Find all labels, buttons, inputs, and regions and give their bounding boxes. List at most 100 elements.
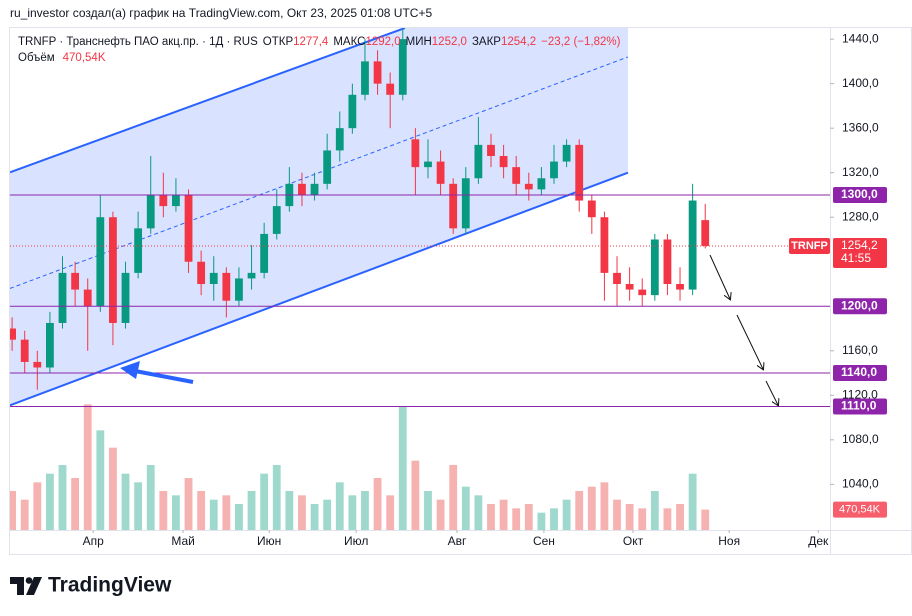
volume-badge <box>833 501 887 518</box>
volume-bar <box>474 495 483 530</box>
volume-bar <box>109 447 117 530</box>
arrow <box>709 254 730 299</box>
high-label: МАКС <box>333 36 365 48</box>
volume-badge-label: 470,54K <box>839 504 881 516</box>
candle-body <box>235 278 243 301</box>
volume-bar <box>361 491 369 530</box>
price-label: 1254,2 <box>841 238 878 252</box>
volume-bar <box>638 508 647 530</box>
volume-bar <box>159 491 168 530</box>
candle-body <box>587 200 596 218</box>
change: −23,2 (−1,82%) <box>541 36 620 48</box>
candle-body <box>83 289 92 307</box>
volume-bar <box>587 486 596 530</box>
y-tick-label: 1120,0 <box>842 387 878 401</box>
candle-body <box>184 194 193 262</box>
candle-body <box>411 139 420 168</box>
volume-bar <box>575 491 584 530</box>
legend-line: TRNFP · Транснефть ПАО акц.пр. · 1Д · RU… <box>18 36 621 48</box>
volume-legend: Объём 470,54K <box>18 52 106 64</box>
volume-bar <box>348 495 357 530</box>
level-badge <box>833 298 887 315</box>
volume-bar <box>613 499 621 530</box>
volume-bar <box>625 504 634 530</box>
caption: ru_investor создал(а) график на TradingV… <box>10 6 432 20</box>
x-tick-label: Сен <box>533 534 555 548</box>
volume-bar <box>537 512 546 530</box>
candle-body <box>58 272 67 323</box>
x-tick-label: Июл <box>344 534 368 548</box>
volume-bar <box>701 509 710 530</box>
volume-label: Объём <box>18 52 55 64</box>
brand: TradingView <box>48 574 172 597</box>
volume-bar <box>373 478 382 530</box>
candle-body <box>638 289 647 296</box>
volume-bar <box>524 504 533 530</box>
volume-bar <box>663 508 672 530</box>
x-tick-label: Апр <box>83 534 105 548</box>
volume-bar <box>424 491 432 530</box>
candle-body <box>398 39 407 95</box>
arrow <box>736 314 763 369</box>
axes: 1440,0 1400,0 1360,0 1320,0 1280,0 1160,0 1120… <box>10 31 887 548</box>
channel-fill <box>10 28 628 406</box>
volume-bar <box>33 482 42 530</box>
candle-body <box>701 220 710 246</box>
candle-body <box>512 167 521 184</box>
volume-bar <box>398 406 407 530</box>
candle-body <box>260 233 269 273</box>
volume-bar <box>411 460 420 530</box>
channel-upper <box>10 28 406 174</box>
candle-body <box>436 161 445 184</box>
y-tick-label: 1080,0 <box>842 432 879 446</box>
candle-body <box>625 284 634 290</box>
x-tick-label: Май <box>171 534 195 548</box>
blue-arrow <box>120 361 194 384</box>
volume-bar <box>323 499 332 530</box>
countdown: 41:55 <box>841 251 871 265</box>
candle-body <box>272 206 281 234</box>
volume-bar <box>222 495 231 530</box>
candle-body <box>575 144 584 201</box>
volume-bar <box>499 499 508 530</box>
candle-body <box>688 200 697 290</box>
tv-logo <box>10 577 42 595</box>
candle-body <box>524 183 533 190</box>
candle-body <box>146 194 155 229</box>
volume-bar <box>449 465 458 530</box>
volume-bar <box>335 482 344 530</box>
candle-body <box>562 144 571 162</box>
price-badge <box>833 237 887 268</box>
arrow-shaft <box>134 369 194 384</box>
channel-mid <box>10 56 629 289</box>
candle-body <box>449 183 458 229</box>
level-label: 1200,0 <box>841 298 878 312</box>
volume-bar <box>298 495 306 530</box>
y-tick-label: 1280,0 <box>842 209 879 223</box>
plot-area <box>10 28 710 530</box>
candle-body <box>335 128 344 151</box>
symbol: TRNFP · Транснефть ПАО акц.пр. · 1Д · RU… <box>18 36 258 48</box>
candle-body <box>474 144 483 179</box>
candle-body <box>20 339 29 362</box>
x-tick-label: Авг <box>448 534 467 548</box>
volume-bar <box>172 495 180 530</box>
volume-bar <box>146 465 155 530</box>
volume-bar <box>260 473 269 530</box>
volume-bar <box>436 499 445 530</box>
level-label: 1300,0 <box>841 187 878 201</box>
y-tick-label: 1400,0 <box>842 76 879 90</box>
candle-body <box>222 272 231 301</box>
y-tick-label: 1040,0 <box>842 477 879 491</box>
annotations <box>709 254 778 405</box>
level-label: 1140,0 <box>841 365 877 379</box>
level-badge <box>833 186 887 203</box>
candle-body <box>373 61 382 84</box>
close: 1254,2 <box>501 36 536 48</box>
high: 1292,0 <box>365 36 400 48</box>
volume-bar <box>487 504 495 530</box>
volume-bar <box>310 504 319 530</box>
candle-body <box>613 272 621 285</box>
candle-body <box>109 217 117 323</box>
volume-bar <box>46 473 54 530</box>
